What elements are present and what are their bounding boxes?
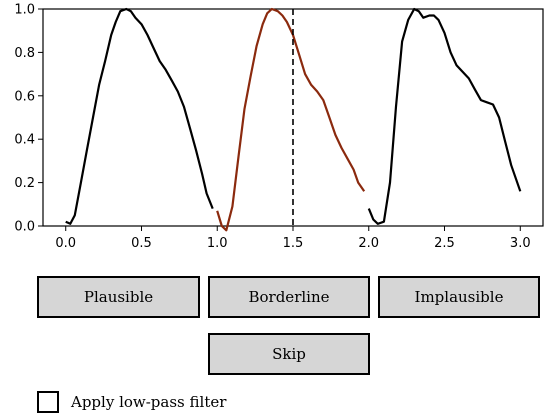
low-pass-filter-checkbox[interactable] — [37, 391, 59, 413]
y-tick-label: 1.0 — [14, 3, 35, 18]
x-tick-label: 0.0 — [55, 236, 76, 251]
skip-button[interactable]: Skip — [208, 333, 370, 375]
y-tick-label: 0.0 — [14, 220, 35, 235]
series-line-1 — [65, 7, 214, 225]
plausible-button[interactable]: Plausible — [37, 276, 200, 318]
y-tick-label: 0.8 — [14, 46, 35, 61]
x-tick-label: 2.5 — [434, 236, 455, 251]
borderline-button[interactable]: Borderline — [208, 276, 370, 318]
x-tick-label: 0.5 — [131, 236, 152, 251]
x-tick-label: 1.5 — [283, 236, 304, 251]
x-tick-label: 3.0 — [510, 236, 531, 251]
series-line-2 — [216, 7, 366, 232]
low-pass-filter-toggle[interactable]: Apply low-pass filter — [37, 389, 226, 415]
low-pass-filter-label: Apply low-pass filter — [71, 393, 227, 411]
y-tick-label: 0.4 — [14, 133, 35, 148]
y-tick-label: 0.6 — [14, 89, 35, 104]
x-tick-label: 2.0 — [358, 236, 379, 251]
y-tick-label: 0.2 — [14, 176, 35, 191]
signal-plot: 0.0 0.5 1.0 1.5 2.0 2.5 3.0 0.0 0.2 0.4 0.6 0.8 1.0 — [14, 3, 544, 251]
x-tick-label: 1.0 — [207, 236, 228, 251]
series-line-3 — [367, 7, 522, 225]
implausible-button[interactable]: Implausible — [378, 276, 540, 318]
